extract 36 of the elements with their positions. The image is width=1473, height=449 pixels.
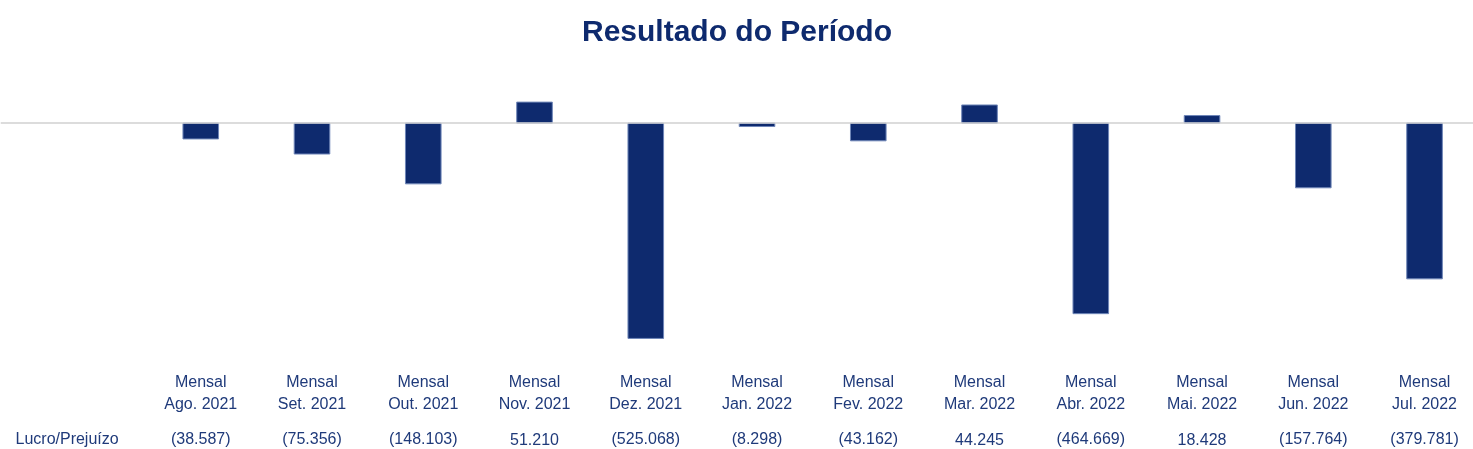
data-label: (525.068) bbox=[611, 430, 681, 447]
x-tick-label: Mensal Jun. 2022 bbox=[1278, 372, 1349, 413]
bar bbox=[293, 122, 331, 155]
data-label: (75.356) bbox=[282, 430, 342, 447]
text: Lucro/Prejuízo bbox=[15, 430, 119, 447]
x-tick-label: Mensal Abr. 2022 bbox=[1056, 372, 1126, 413]
bar bbox=[1072, 122, 1110, 315]
x-tick-label: Mensal Mai. 2022 bbox=[1166, 372, 1238, 413]
x-tick-label: Mensal Dez. 2021 bbox=[609, 372, 683, 413]
x-tick-label: Mensal Nov. 2021 bbox=[498, 372, 571, 413]
data-label: (148.103) bbox=[389, 430, 458, 447]
bar bbox=[1294, 122, 1332, 189]
data-label: (38.587) bbox=[170, 430, 231, 447]
x-tick-label: Mensal Ago. 2021 bbox=[164, 372, 238, 413]
x-tick-label: Mensal Mar. 2022 bbox=[943, 372, 1016, 413]
data-label: 18.428 bbox=[1177, 430, 1227, 448]
data-label: 44.245 bbox=[955, 430, 1005, 448]
bar bbox=[849, 122, 887, 142]
bar bbox=[516, 101, 553, 124]
data-label: (464.669) bbox=[1056, 430, 1126, 447]
data-label: 51.210 bbox=[510, 430, 560, 448]
bar bbox=[404, 122, 442, 185]
x-tick-label: Mensal Jul. 2022 bbox=[1392, 372, 1458, 413]
data-label: (157.764) bbox=[1279, 430, 1348, 447]
chart-title: Resultado do Período bbox=[581, 14, 893, 47]
x-tick-label: Mensal Fev. 2022 bbox=[833, 372, 904, 413]
bar bbox=[182, 122, 220, 140]
data-label: (379.781) bbox=[1390, 430, 1459, 447]
x-tick-label: Mensal Jan. 2022 bbox=[721, 372, 793, 413]
bar bbox=[1406, 122, 1443, 280]
data-label: (8.298) bbox=[731, 430, 783, 447]
x-tick-label: Mensal Set. 2021 bbox=[277, 372, 347, 413]
bar bbox=[961, 104, 998, 124]
x-tick-label: Mensal Out. 2021 bbox=[388, 372, 459, 413]
bar bbox=[627, 122, 665, 339]
data-label: (43.162) bbox=[838, 430, 899, 447]
